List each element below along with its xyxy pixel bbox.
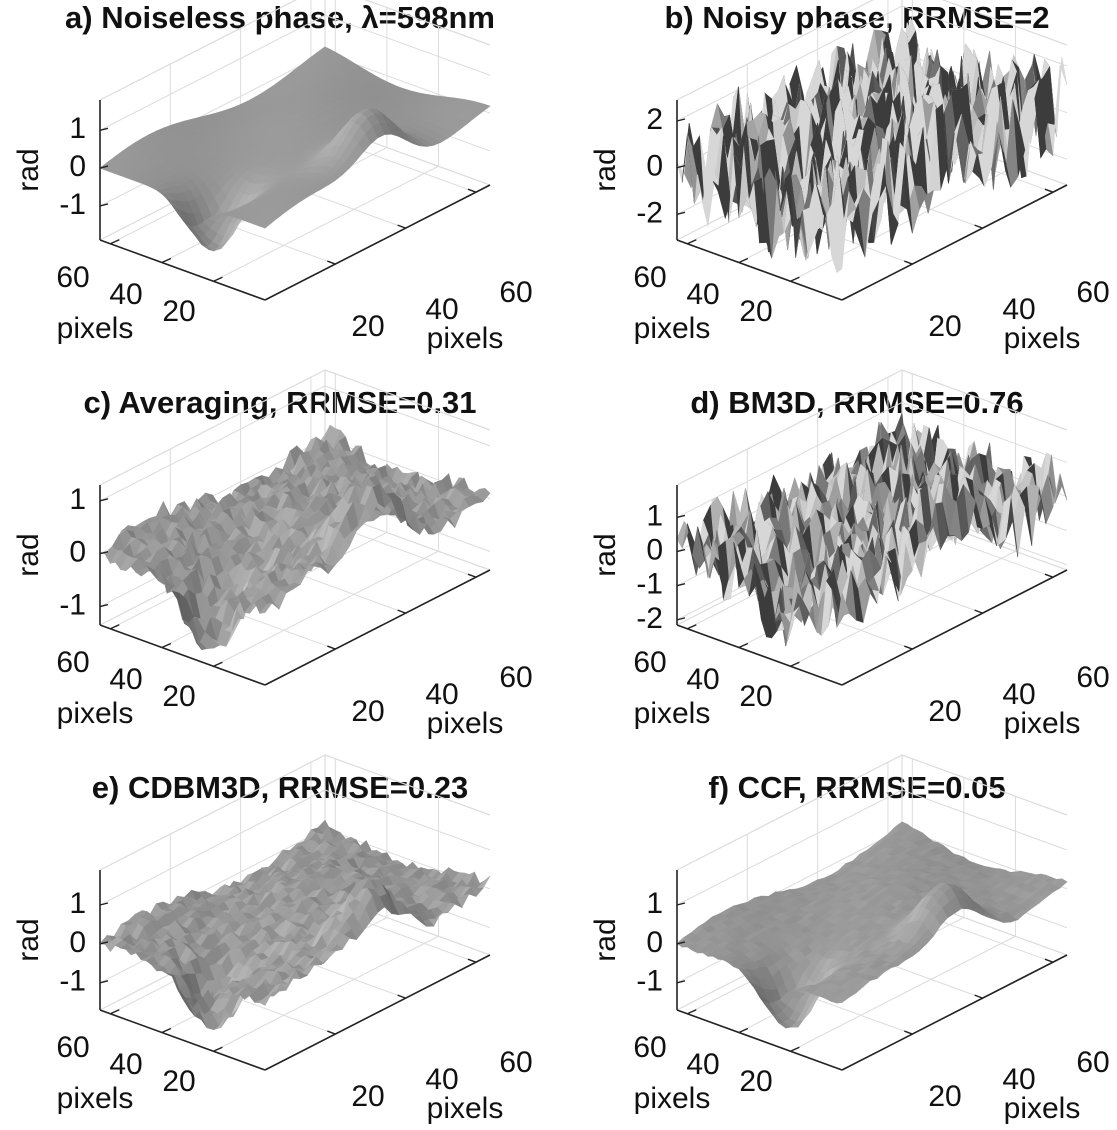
- y-tick-label: 40: [686, 278, 719, 311]
- tick-mark: [677, 515, 685, 517]
- tick-mark: [100, 204, 108, 206]
- tick-mark: [100, 605, 108, 607]
- panel-title: c) Averaging, RRMSE=0.31: [83, 385, 476, 420]
- panel: b) Noisy phase, RRMSE=2-202204060204060p…: [589, 0, 1110, 355]
- tick-mark: [100, 499, 108, 501]
- z-tick-label: 0: [69, 150, 86, 183]
- panel: d) BM3D, RRMSE=0.76-2-101204060204060pix…: [589, 370, 1110, 740]
- z-tick-label: 0: [646, 150, 663, 183]
- y-tick-label: 60: [633, 261, 666, 294]
- z-tick-label: 2: [646, 103, 663, 136]
- tick-mark: [162, 259, 171, 263]
- y-tick-label: 20: [739, 295, 772, 328]
- tick-mark: [739, 259, 748, 263]
- tick-mark: [398, 610, 406, 613]
- y-axis-label: pixels: [57, 312, 134, 345]
- surface: [677, 413, 1067, 646]
- y-tick-label: 60: [633, 646, 666, 679]
- tick-mark: [687, 240, 696, 244]
- tick-mark: [110, 240, 119, 244]
- z-axis-label: rad: [12, 148, 45, 191]
- y-tick-label: 60: [56, 261, 89, 294]
- z-tick-label: 1: [646, 499, 663, 532]
- tick-mark: [327, 261, 335, 264]
- x-tick-label: 60: [499, 661, 532, 694]
- z-tick-label: 0: [69, 536, 86, 569]
- tick-mark: [739, 644, 748, 648]
- z-tick-label: -2: [636, 196, 663, 229]
- y-axis-label: pixels: [57, 697, 134, 730]
- surface: [100, 47, 490, 251]
- tick-mark: [213, 662, 222, 666]
- x-tick-label: 20: [928, 695, 961, 728]
- tick-mark: [677, 119, 685, 121]
- panel-title: e) CDBM3D, RRMSE=0.23: [92, 770, 468, 805]
- tick-mark: [677, 212, 685, 214]
- panel: c) Averaging, RRMSE=0.31-101204060204060…: [12, 370, 533, 740]
- tick-mark: [398, 225, 406, 228]
- x-axis-label: pixels: [427, 707, 504, 740]
- tick-mark: [162, 644, 171, 648]
- tick-mark: [677, 550, 685, 552]
- tick-mark: [975, 610, 983, 613]
- tick-mark: [1045, 189, 1053, 192]
- z-tick-label: 1: [69, 112, 86, 145]
- z-tick-label: -1: [59, 188, 86, 221]
- y-tick-label: 20: [739, 680, 772, 713]
- y-axis-label: pixels: [634, 697, 711, 730]
- y-tick-label: 40: [109, 278, 142, 311]
- z-axis-label: rad: [589, 148, 622, 191]
- tick-mark: [904, 646, 912, 649]
- x-tick-label: 60: [1076, 276, 1109, 309]
- y-tick-label: 40: [109, 663, 142, 696]
- surface-patch: [478, 876, 490, 888]
- surface: [677, 18, 1067, 272]
- tick-mark: [1045, 574, 1053, 577]
- tick-mark: [100, 128, 108, 130]
- panel: a) Noiseless phase, λ=598nm-101204060204…: [12, 0, 533, 355]
- z-tick-label: -1: [59, 588, 86, 621]
- z-axis-label: rad: [589, 533, 622, 576]
- panel-title: d) BM3D, RRMSE=0.76: [690, 385, 1023, 420]
- tick-mark: [213, 277, 222, 281]
- y-tick-label: 60: [56, 646, 89, 679]
- surface: [100, 820, 490, 1029]
- panel-title: a) Noiseless phase, λ=598nm: [65, 0, 495, 35]
- x-tick-label: 60: [499, 276, 532, 309]
- z-tick-label: 0: [646, 534, 663, 567]
- x-tick-label: 20: [351, 310, 384, 343]
- x-tick-label: 20: [351, 695, 384, 728]
- x-axis-label: pixels: [427, 322, 504, 355]
- x-axis-label: pixels: [1004, 322, 1081, 355]
- x-tick-label: 20: [928, 310, 961, 343]
- tick-mark: [790, 662, 799, 666]
- tick-mark: [677, 584, 685, 586]
- tick-mark: [790, 277, 799, 281]
- tick-mark: [327, 646, 335, 649]
- tick-mark: [468, 574, 476, 577]
- z-tick-label: -2: [636, 602, 663, 635]
- surface-patch: [156, 502, 168, 518]
- y-tick-label: 40: [686, 663, 719, 696]
- y-tick-label: 20: [162, 680, 195, 713]
- tick-mark: [110, 625, 119, 629]
- z-tick-label: 1: [69, 483, 86, 516]
- tick-mark: [904, 261, 912, 264]
- y-axis-label: pixels: [634, 312, 711, 345]
- x-axis: [265, 570, 490, 685]
- z-axis-label: rad: [12, 533, 45, 576]
- tick-mark: [677, 618, 685, 620]
- surface: [100, 425, 490, 650]
- x-axis-label: pixels: [1004, 707, 1081, 740]
- z-tick-label: -1: [636, 568, 663, 601]
- y-tick-label: 20: [162, 295, 195, 328]
- x-tick-label: 60: [1076, 661, 1109, 694]
- surface-patch: [406, 862, 418, 869]
- tick-mark: [687, 625, 696, 629]
- tick-mark: [468, 189, 476, 192]
- panel: e) CDBM3D, RRMSE=0.23-101204060204060pix…: [12, 755, 533, 1125]
- tick-mark: [975, 225, 983, 228]
